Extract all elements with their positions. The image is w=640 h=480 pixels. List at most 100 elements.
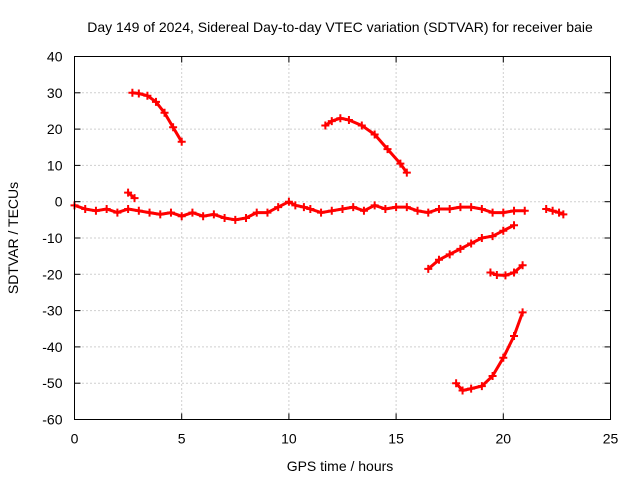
data-point	[501, 271, 510, 280]
data-point	[156, 210, 165, 219]
data-point	[81, 204, 90, 213]
data-point	[424, 208, 433, 217]
series-line	[454, 310, 525, 392]
x-tick-label: 20	[496, 431, 512, 447]
data-point	[510, 332, 519, 341]
data-point	[291, 201, 300, 210]
x-tick-label: 5	[178, 431, 186, 447]
series-arc-2	[321, 114, 411, 177]
y-axis-label: SDTVAR / TECUs	[5, 182, 21, 294]
data-point	[357, 121, 366, 130]
data-point	[160, 108, 169, 117]
data-point	[327, 206, 336, 215]
data-point	[477, 204, 486, 213]
data-point	[242, 214, 251, 223]
y-tick-label: 40	[47, 49, 63, 65]
data-point	[299, 203, 308, 212]
data-point	[220, 214, 229, 223]
data-point	[321, 121, 330, 130]
y-tick-label: 10	[47, 157, 63, 173]
data-point	[263, 208, 272, 217]
series-arc-1	[128, 88, 186, 146]
data-point	[124, 188, 133, 197]
y-tick-label: 30	[47, 85, 63, 101]
y-tick-label: -30	[42, 303, 62, 319]
data-point	[548, 206, 557, 215]
data-point	[413, 206, 422, 215]
data-point	[336, 114, 345, 123]
data-point	[402, 203, 411, 212]
data-point	[134, 206, 143, 215]
y-tick-label: -50	[42, 375, 62, 391]
data-point	[518, 261, 527, 270]
data-point	[134, 89, 143, 98]
data-point	[477, 234, 486, 242]
data-point	[477, 382, 486, 391]
data-point	[344, 116, 353, 125]
data-point	[452, 379, 461, 388]
data-point	[520, 206, 529, 215]
data-point	[445, 250, 454, 259]
data-point	[209, 210, 218, 219]
x-tick-label: 10	[281, 431, 297, 447]
data-point	[370, 201, 379, 210]
x-axis-label: GPS time / hours	[287, 458, 394, 474]
series-arc-7	[124, 188, 139, 203]
data-point	[499, 226, 508, 235]
data-point	[306, 204, 315, 213]
data-point	[284, 197, 293, 206]
data-point	[424, 264, 433, 273]
data-point	[467, 384, 476, 393]
data-point	[396, 159, 405, 168]
data-point	[338, 204, 347, 213]
data-point	[130, 194, 139, 203]
data-point	[434, 204, 443, 213]
data-point	[467, 239, 476, 248]
axis-tick-labels: 0 5 10 15 20 25 -60 -50 -40 -30 -20 -10 0 10 20 30 40	[42, 49, 618, 447]
data-point	[488, 232, 497, 241]
data-point	[145, 208, 154, 217]
data-point	[383, 145, 392, 154]
data-point	[188, 208, 197, 217]
y-tick-label: -60	[42, 412, 62, 428]
grid	[74, 56, 611, 420]
data-point	[177, 137, 186, 146]
data-point	[274, 203, 283, 212]
data-layer	[70, 88, 568, 395]
series-arc-5	[452, 308, 527, 395]
chart-title: Day 149 of 2024, Sidereal Day-to-day VTE…	[87, 19, 593, 35]
series-line	[130, 91, 184, 144]
data-point	[392, 203, 401, 212]
x-tick-label: 25	[603, 431, 619, 447]
data-point	[402, 168, 411, 177]
data-point	[488, 208, 497, 217]
data-point	[252, 208, 261, 217]
data-point	[486, 268, 495, 277]
data-point	[555, 208, 564, 217]
series-arc-main	[70, 197, 529, 224]
data-point	[169, 123, 178, 132]
data-point	[381, 204, 390, 213]
data-point	[317, 208, 326, 217]
data-point	[102, 204, 111, 213]
data-point	[434, 255, 443, 264]
data-point	[510, 206, 519, 215]
data-point	[458, 386, 467, 395]
data-point	[124, 204, 133, 213]
data-point	[349, 203, 358, 212]
data-point	[492, 271, 501, 280]
data-point	[542, 204, 551, 213]
data-point	[499, 208, 508, 217]
data-point	[467, 203, 476, 212]
x-tick-label: 15	[388, 431, 404, 447]
y-tick-label: -20	[42, 266, 62, 282]
data-point	[166, 208, 175, 217]
data-point	[510, 268, 519, 277]
series-arc-6	[542, 204, 568, 219]
data-point	[113, 208, 122, 217]
data-point	[370, 130, 379, 139]
data-point	[151, 97, 160, 106]
data-point	[445, 204, 454, 213]
y-tick-label: -10	[42, 230, 62, 246]
